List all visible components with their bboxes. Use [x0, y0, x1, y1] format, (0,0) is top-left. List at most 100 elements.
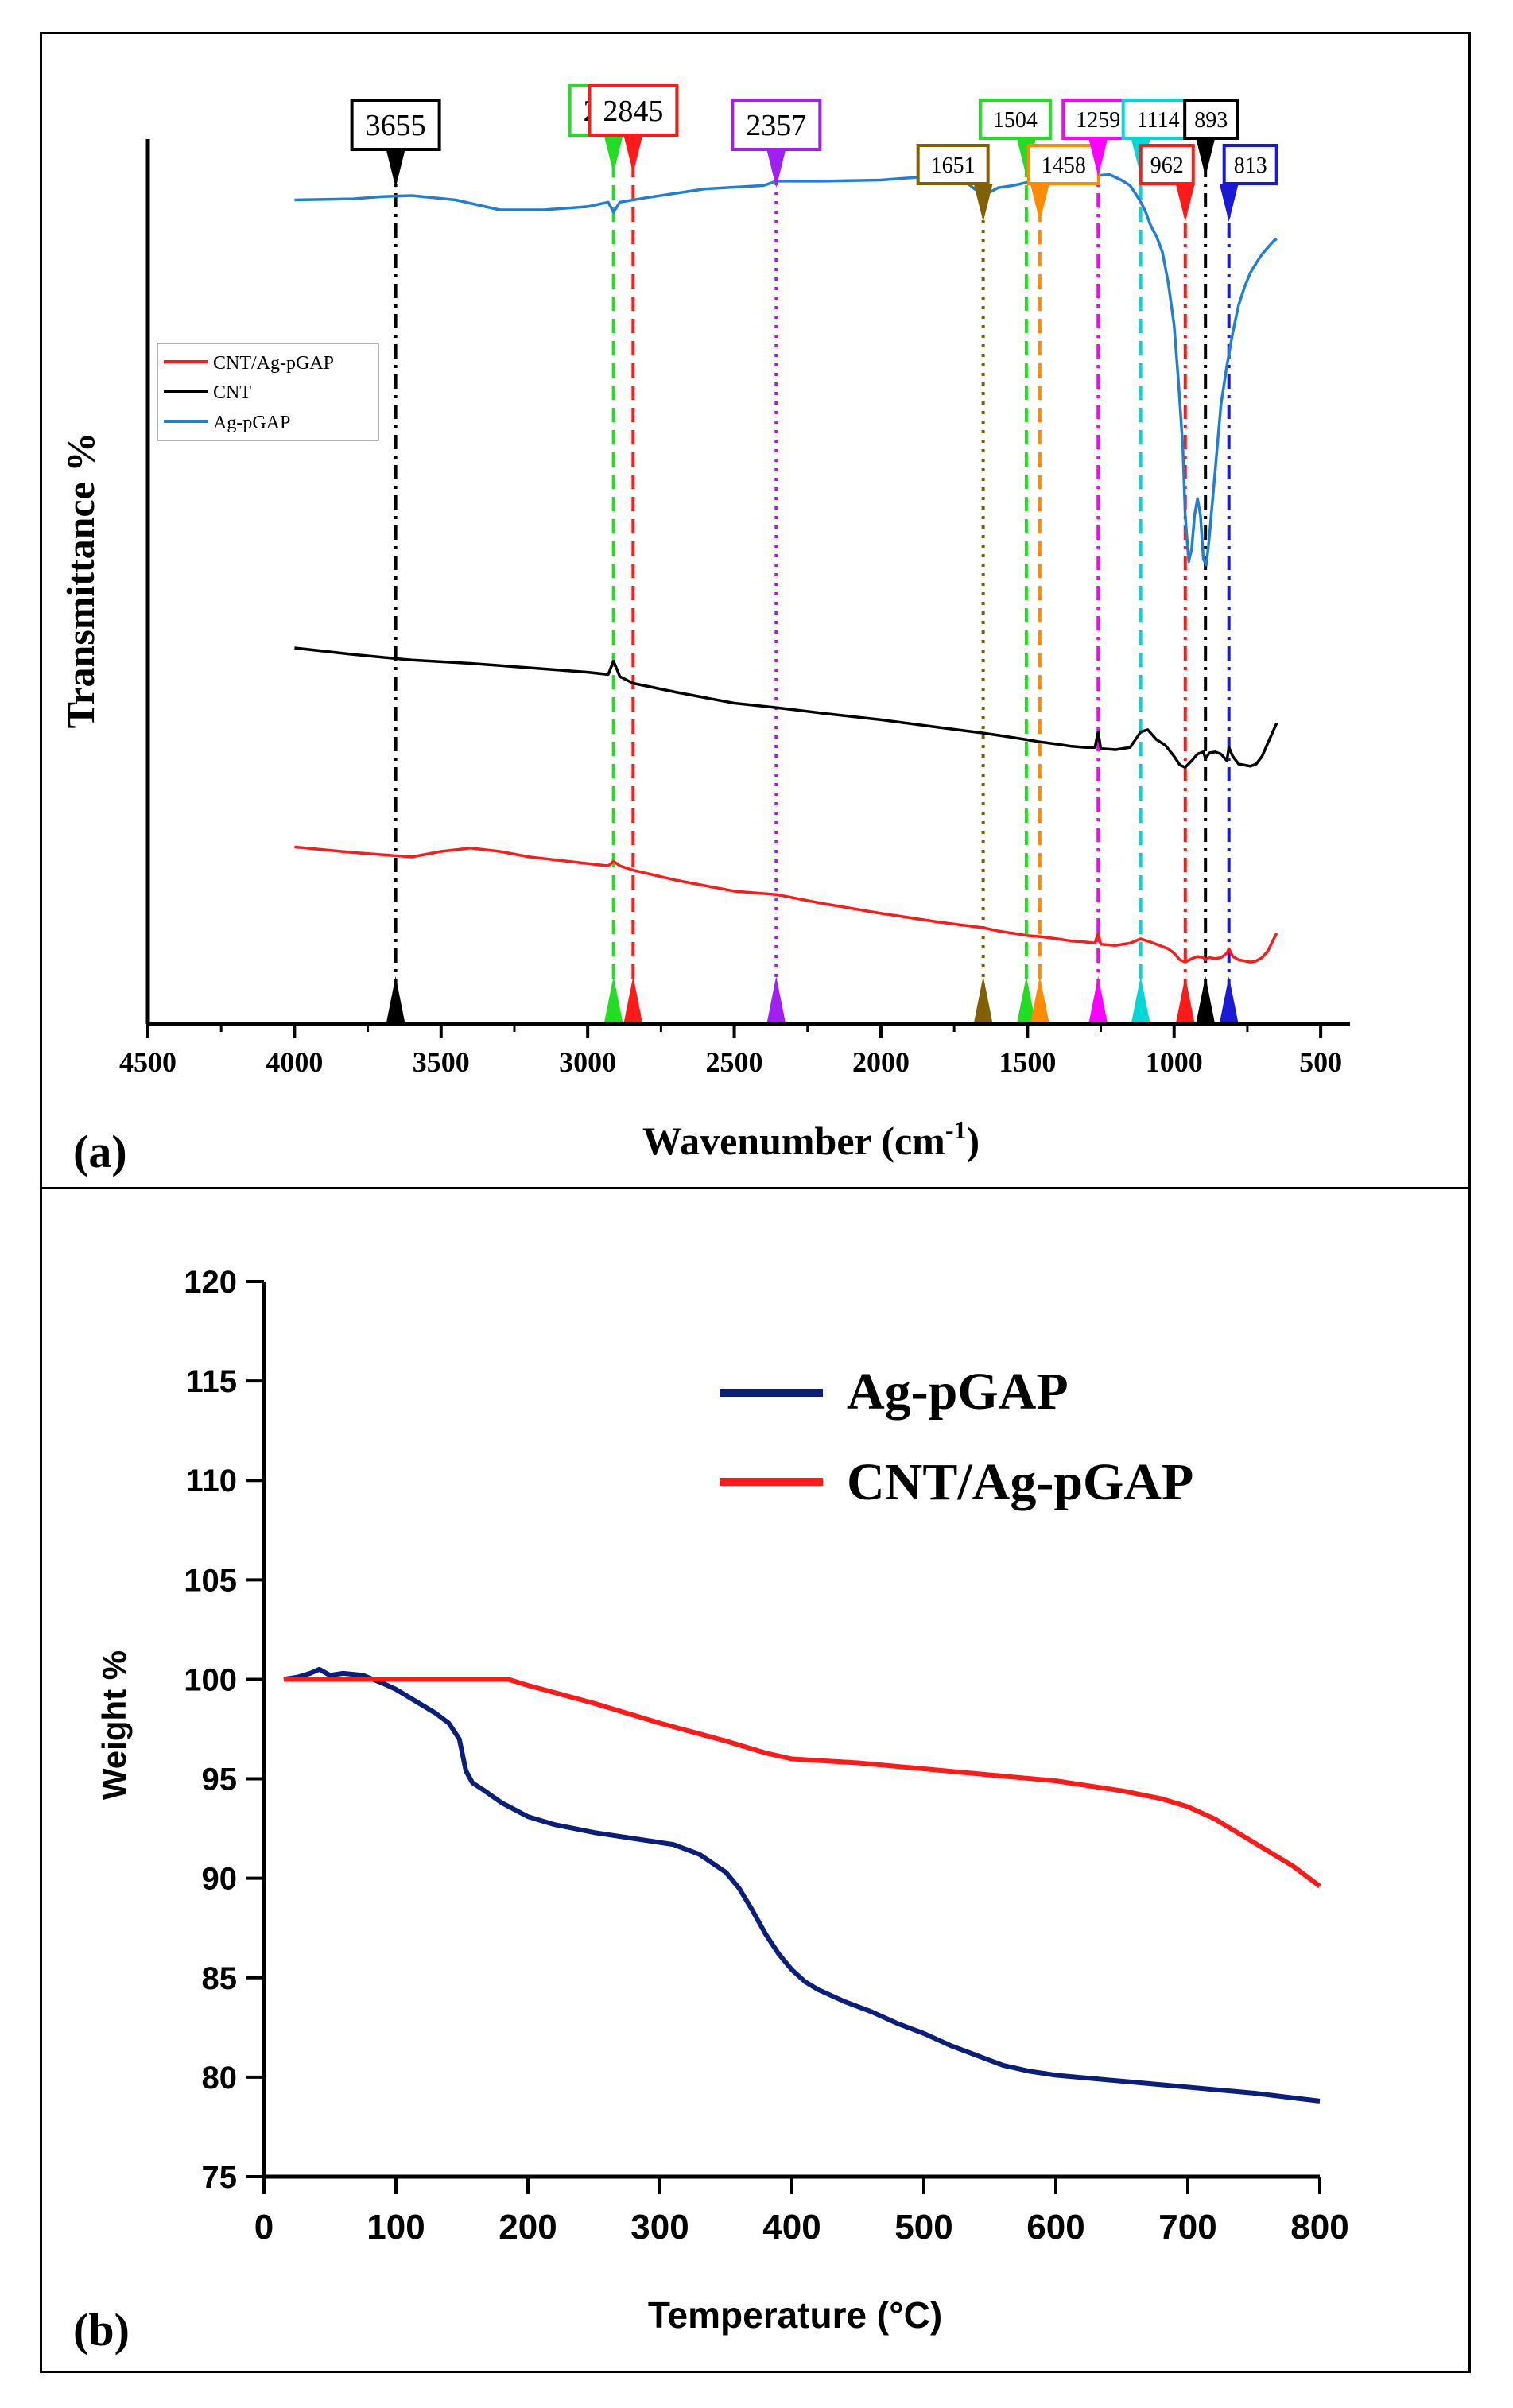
y-axis-title: Weight %	[95, 1650, 133, 1800]
x-tick-label: 800	[1290, 2208, 1348, 2247]
legend-label: CNT/Ag-pGAP	[213, 353, 334, 374]
peak-base-marker	[603, 976, 623, 1024]
tga-axes	[262, 1282, 1320, 2179]
figure-frame	[40, 32, 1471, 2373]
x-tick-label: 0	[254, 2208, 274, 2247]
x-axis-title: Wavenumber (cm-1)	[642, 1115, 980, 1163]
panel-label-b: (b)	[73, 2304, 130, 2356]
peak-label-813: 813	[1234, 153, 1267, 178]
peak-label-box	[588, 84, 679, 137]
peak-label-893: 893	[1194, 108, 1228, 133]
y-tick-label: 105	[184, 1563, 237, 1598]
peak-label-box	[1139, 144, 1195, 185]
y-tick-label: 115	[185, 1364, 237, 1399]
x-tick-label: 300	[630, 2208, 689, 2247]
legend-label: CNT/Ag-pGAP	[847, 1453, 1193, 1511]
x-ticks: 0 100 200 300 400 500 600 700 800	[254, 2177, 1349, 2247]
x-tick-label: 4500	[119, 1046, 177, 1078]
x-tick-label: 400	[762, 2208, 821, 2247]
peak-top-marker	[766, 149, 786, 188]
peak-base-marker	[1131, 976, 1150, 1024]
peak-top-marker	[1088, 138, 1108, 176]
x-tick-label: 2500	[706, 1046, 763, 1078]
x-tick-label: 500	[894, 2208, 952, 2247]
series-line-cnt-ag-pgap	[294, 845, 1278, 964]
x-axis-title-superscript: -1	[945, 1115, 967, 1144]
peak-label-box	[1026, 144, 1100, 185]
x-axis-title-end: )	[966, 1119, 980, 1163]
tga-series	[283, 1666, 1321, 2104]
peak-label-box	[1183, 99, 1239, 140]
peak-base-marker	[1196, 976, 1216, 1024]
x-tick-label: 3500	[413, 1046, 470, 1078]
x-tick-label: 4000	[266, 1046, 323, 1078]
peak-base-marker	[1088, 976, 1108, 1024]
panel-label-a: (a)	[73, 1126, 127, 1177]
peak-label-1259: 1259	[1076, 108, 1120, 133]
y-axis-title: Transmittance %	[58, 432, 103, 729]
peak-label-1458: 1458	[1042, 153, 1086, 178]
ftir-series	[294, 173, 1278, 964]
peak-top-marker	[623, 135, 643, 173]
x-axis-title: Temperature (°C)	[648, 2294, 942, 2336]
y-ticks: 75 80 85 90 95 100 105 110 115 120	[184, 1265, 264, 2195]
x-tick-label: 600	[1026, 2208, 1084, 2247]
ftir-axes	[145, 139, 1350, 1026]
peak-base-marker	[1016, 976, 1036, 1024]
legend: Ag-pGAP CNT/Ag-pGAP	[720, 1363, 1193, 1511]
x-tick-label: 3000	[559, 1046, 616, 1078]
y-tick-label: 110	[185, 1464, 237, 1499]
x-axis-title-unit: °C	[889, 2294, 930, 2336]
peak-top-marker	[1196, 138, 1216, 176]
y-tick-label: 90	[202, 1862, 238, 1897]
peak-label-box	[350, 99, 441, 151]
tga-panel: 75 80 85 90 95 100 105 110 115 120 0 100 200 300 400 5…	[73, 1265, 1349, 2356]
peak-base-marker	[386, 976, 405, 1024]
peak-top-marker	[973, 184, 993, 222]
y-tick-label: 120	[184, 1265, 237, 1300]
peak-labels: 3655291228452357165115041458125911149628…	[350, 84, 1278, 222]
x-tick-label: 1000	[1146, 1046, 1203, 1078]
peak-label-2357: 2357	[746, 109, 806, 142]
legend: CNT/Ag-pGAP CNT Ag-pGAP	[157, 343, 379, 441]
peak-base-marker	[973, 976, 993, 1024]
peak-label-box	[916, 144, 990, 185]
x-axis-title-main: Temperature (	[648, 2294, 890, 2336]
peak-label-962: 962	[1150, 153, 1184, 178]
peak-base-marker	[1219, 976, 1239, 1024]
peak-label-2845: 2845	[603, 95, 663, 128]
y-tick-label: 100	[184, 1662, 237, 1697]
peak-top-marker	[1219, 184, 1239, 222]
peak-top-marker	[603, 135, 623, 173]
x-axis-title-main: Wavenumber (cm	[642, 1119, 945, 1163]
peak-top-marker	[1175, 184, 1195, 222]
ftir-panel: 4500 4000 3500 3000 2500 2000 1500 1000 500 3655…	[58, 84, 1350, 1177]
x-ticks: 4500 4000 3500 3000 2500 2000 1500 1000 500	[119, 1024, 1342, 1078]
x-tick-label: 2000	[852, 1046, 910, 1078]
series-line-ag-pgap	[283, 1666, 1321, 2104]
peak-label-1114: 1114	[1137, 108, 1180, 133]
x-tick-label: 500	[1299, 1046, 1342, 1078]
peak-lines	[386, 163, 1239, 1024]
peak-base-marker	[1175, 976, 1195, 1024]
series-line-ag-pgap	[294, 173, 1278, 567]
peak-label-1651: 1651	[931, 153, 976, 178]
peak-label-1504: 1504	[993, 108, 1038, 133]
x-tick-label: 700	[1158, 2208, 1216, 2247]
peak-label-box	[1222, 144, 1278, 185]
panel-divider	[40, 1187, 1471, 1189]
series-line-cnt	[294, 646, 1278, 769]
peak-label-box	[978, 99, 1052, 140]
legend-label: Ag-pGAP	[213, 413, 290, 433]
peak-base-marker	[623, 976, 643, 1024]
y-tick-label: 95	[202, 1762, 238, 1797]
legend-label: Ag-pGAP	[847, 1363, 1069, 1421]
peak-base-marker	[1030, 976, 1049, 1024]
legend-label: CNT	[213, 382, 251, 403]
x-tick-label: 100	[367, 2208, 425, 2247]
x-tick-label: 1500	[999, 1046, 1056, 1078]
peak-label-3655: 3655	[366, 109, 426, 142]
y-tick-label: 85	[202, 1961, 238, 1996]
peak-top-marker	[1030, 184, 1049, 222]
